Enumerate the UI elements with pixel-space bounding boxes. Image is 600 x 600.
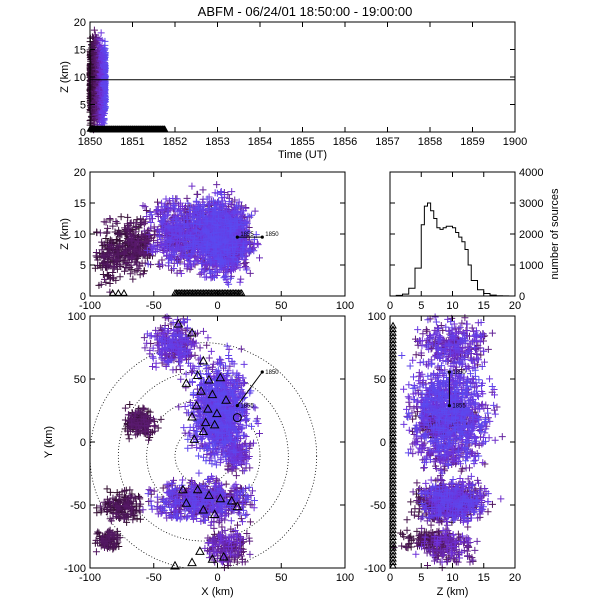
source-point bbox=[92, 548, 100, 556]
x-tick-label: 0 bbox=[214, 300, 220, 312]
y-tick-label: 3000 bbox=[519, 198, 543, 210]
source-points bbox=[91, 313, 263, 572]
source-points bbox=[86, 26, 109, 134]
x-tick-label: 1900 bbox=[503, 136, 527, 148]
x-tick-label: 0 bbox=[387, 300, 393, 312]
x-tick-label: 5 bbox=[418, 300, 424, 312]
source-point bbox=[222, 480, 230, 488]
x-tick-label: 50 bbox=[275, 300, 287, 312]
x-axis-label: Time (UT) bbox=[278, 149, 327, 161]
source-point bbox=[140, 220, 148, 228]
y-tick-label: 5 bbox=[80, 260, 86, 272]
source-point bbox=[121, 404, 129, 412]
source-point bbox=[236, 278, 244, 286]
y-axis-label: Z (km) bbox=[59, 61, 71, 93]
source-point bbox=[126, 401, 134, 409]
track-annotations: 1855 1850 bbox=[235, 232, 279, 239]
y-tick-label: 15 bbox=[74, 198, 86, 210]
x-tick-label: 1857 bbox=[375, 136, 399, 148]
ground-markers bbox=[86, 125, 169, 132]
plot-frame bbox=[389, 171, 516, 297]
y-axis-label: Z (km) bbox=[59, 218, 71, 250]
y-ticks: 0 1000 2000 3000 4000 bbox=[390, 167, 543, 303]
y-tick-label: 1000 bbox=[519, 260, 543, 272]
x-tick-label: 1856 bbox=[333, 136, 357, 148]
source-point bbox=[237, 515, 245, 523]
source-point bbox=[99, 270, 107, 278]
source-point bbox=[242, 266, 250, 274]
ground-marker bbox=[120, 288, 128, 296]
x-tick-label: 1853 bbox=[205, 136, 229, 148]
source-point bbox=[94, 528, 102, 536]
y-tick-label: 0 bbox=[519, 291, 525, 303]
track-label: 1850 bbox=[265, 232, 279, 238]
y-tick-label: 20 bbox=[74, 17, 86, 29]
y-tick-label: 5 bbox=[80, 100, 86, 112]
source-point bbox=[147, 218, 155, 226]
time-height-panel: 1850 1851 1852 1853 1854 1855 1856 1857 1858 1859… bbox=[59, 17, 527, 161]
source-point bbox=[96, 229, 104, 237]
figure-title: ABFM - 06/24/01 18:50:00 - 19:00:00 bbox=[198, 4, 413, 19]
x-tick-label: 1859 bbox=[460, 136, 484, 148]
ground-marker bbox=[114, 288, 123, 296]
x-tick-label: 1854 bbox=[248, 136, 272, 148]
source-point bbox=[112, 218, 120, 226]
source-point bbox=[248, 211, 256, 219]
plot-frame bbox=[89, 21, 516, 133]
track-point bbox=[235, 235, 239, 239]
y-tick-label: 0 bbox=[80, 291, 86, 303]
x-tick-label: 1858 bbox=[418, 136, 442, 148]
source-point bbox=[157, 415, 165, 423]
y-tick-label: 10 bbox=[74, 229, 86, 241]
y-axis-label: number of sources bbox=[549, 188, 561, 280]
x-tick-label: 10 bbox=[446, 300, 458, 312]
ground-markers bbox=[108, 288, 246, 296]
source-point bbox=[237, 275, 245, 283]
source-point bbox=[136, 515, 144, 523]
source-point bbox=[254, 241, 262, 249]
source-point bbox=[255, 254, 263, 262]
x-tick-label: 15 bbox=[478, 300, 490, 312]
source-point bbox=[199, 186, 207, 194]
source-point bbox=[246, 269, 254, 277]
y-tick-label: 4000 bbox=[519, 167, 543, 179]
source-point bbox=[154, 198, 162, 206]
x-tick-label: 1852 bbox=[163, 136, 187, 148]
source-point bbox=[103, 485, 111, 493]
y-tick-label: 0 bbox=[80, 127, 86, 139]
source-point bbox=[125, 435, 133, 443]
source-point bbox=[117, 213, 125, 221]
source-point bbox=[162, 195, 170, 203]
source-point bbox=[201, 273, 209, 281]
x-tick-label: 1851 bbox=[120, 136, 144, 148]
source-point bbox=[106, 214, 114, 222]
y-ticks: 0 5 10 15 20 bbox=[74, 17, 515, 139]
source-point bbox=[213, 181, 221, 189]
track-point bbox=[260, 235, 264, 239]
y-tick-label: 15 bbox=[74, 45, 86, 57]
y-tick-label: 10 bbox=[74, 72, 86, 84]
source-point bbox=[90, 26, 98, 34]
source-point bbox=[103, 228, 111, 236]
ground-marker bbox=[108, 288, 117, 296]
source-point bbox=[188, 182, 196, 190]
x-ticks: 0 5 10 15 20 bbox=[387, 172, 521, 312]
track-label: 1855 bbox=[240, 232, 254, 238]
source-point bbox=[183, 194, 191, 202]
source-point bbox=[124, 213, 132, 221]
histogram-line bbox=[390, 202, 515, 297]
x-tick-label: 1855 bbox=[290, 136, 314, 148]
source-point bbox=[116, 273, 124, 281]
y-tick-label: 2000 bbox=[519, 229, 543, 241]
source-point bbox=[136, 493, 144, 501]
x-tick-label: -50 bbox=[146, 300, 162, 312]
x-tick-label: 100 bbox=[336, 300, 354, 312]
y-tick-label: 20 bbox=[74, 167, 86, 179]
source-point bbox=[194, 190, 202, 198]
source-point bbox=[251, 207, 259, 215]
